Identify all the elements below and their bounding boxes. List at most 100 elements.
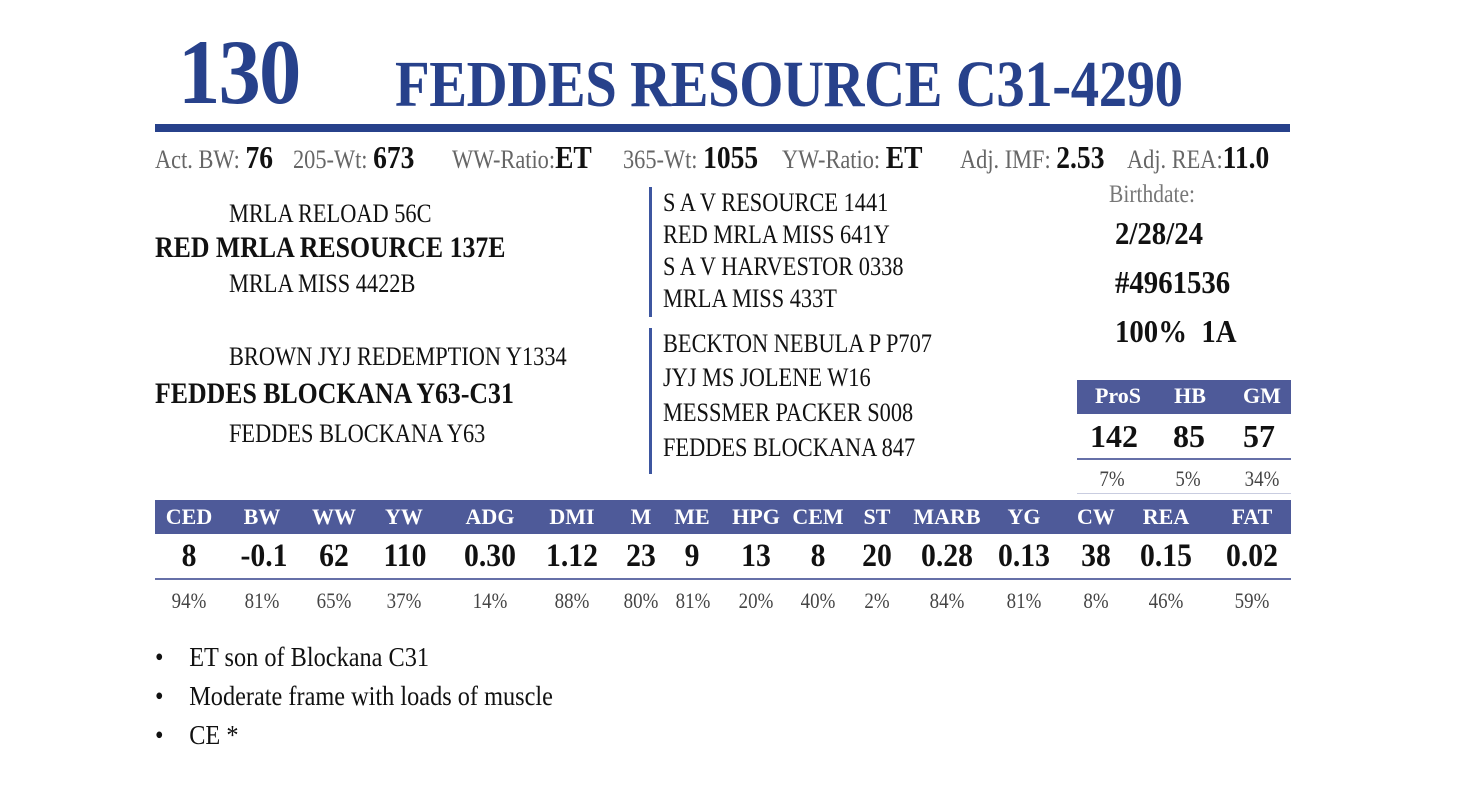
ancestor: S A V RESOURCE 1441 (663, 188, 889, 217)
stat-label: 365-Wt: (623, 145, 698, 174)
note-text: ET son of Blockana C31 (189, 642, 430, 672)
epd-pct: 65% (316, 588, 352, 613)
epd-pct: 46% (1148, 588, 1184, 613)
stat-label: Act. BW: (155, 145, 240, 174)
sire-bracket-line (649, 187, 652, 317)
stat-value: 11.0 (1222, 139, 1270, 175)
epd-header: ST (863, 504, 891, 529)
epd-values-row: 8 -0.1 62 110 0.30 1.12 23 9 13 8 20 0.2… (155, 536, 1291, 578)
ancestor: MESSMER PACKER S008 (663, 398, 914, 427)
note-item: • CE * (155, 716, 553, 755)
epd-pct: 81% (675, 588, 711, 613)
epd-header: FAT (1231, 504, 1273, 529)
dam-sire: BROWN JYJ REDEMPTION Y1334 (229, 342, 567, 371)
index-pct-pros: 7% (1099, 466, 1125, 491)
note-item: • Moderate frame with loads of muscle (155, 677, 553, 716)
epd-divider (155, 578, 1291, 580)
stat-value: ET (885, 139, 923, 175)
epd-pct: 81% (244, 588, 280, 613)
stat-label: WW-Ratio: (452, 145, 556, 174)
stat-act-bw: Act. BW: 76 (155, 140, 273, 177)
epd-header: MARB (913, 504, 981, 529)
notes-list: • ET son of Blockana C31 • Moderate frame … (155, 638, 597, 755)
epd-value: -0.1 (240, 538, 288, 574)
epd-header: YW (385, 504, 423, 529)
index-bottom-rule (1077, 493, 1291, 494)
ancestor: S A V HARVESTOR 0338 (663, 252, 904, 281)
epd-value: 38 (1081, 538, 1111, 574)
epd-pct: 94% (171, 588, 207, 613)
index-divider (1077, 458, 1291, 460)
epd-value: 0.15 (1140, 538, 1192, 574)
epd-value: 62 (319, 538, 349, 574)
epd-header: M (630, 504, 652, 529)
ancestor: MRLA MISS 433T (663, 284, 837, 313)
epd-pct: 88% (554, 588, 590, 613)
stat-value: 673 (373, 139, 415, 175)
stat-value: 76 (245, 139, 273, 175)
epd-value: 20 (862, 538, 892, 574)
title-divider (155, 124, 1290, 132)
epd-pct: 59% (1234, 588, 1270, 613)
index-header-pros: ProS (1094, 383, 1142, 408)
stat-value: ET (555, 139, 592, 175)
epd-header: CEM (792, 504, 844, 529)
stat-adj-rea: Adj. REA:11.0 (1127, 140, 1269, 177)
bullet-icon: • (155, 642, 164, 672)
stat-label: Adj. REA: (1127, 145, 1223, 174)
note-text: CE * (189, 720, 239, 750)
epd-pct: 37% (386, 588, 422, 613)
stat-label: Adj. IMF: (960, 145, 1051, 174)
index-percentiles-row: 7% 5% 34% (1077, 462, 1291, 492)
epd-header: BW (243, 504, 281, 529)
stat-yw-ratio: YW-Ratio: ET (782, 140, 922, 177)
epd-table-header: CED BW WW YW ADG DMI M ME HPG CEM ST MAR… (155, 500, 1291, 534)
animal-name: FEDDES RESOURCE C31-4290 (395, 48, 1183, 121)
epd-header: CED (165, 504, 213, 529)
birthdate-label: Birthdate: (1109, 181, 1195, 208)
epd-pct: 80% (623, 588, 659, 613)
epd-header: CW (1077, 504, 1115, 529)
ancestor: JYJ MS JOLENE W16 (663, 363, 871, 392)
index-table-header: ProS HB GM (1077, 380, 1291, 414)
epd-value: 8 (810, 538, 826, 574)
index-value-gm: 57 (1243, 418, 1275, 454)
epd-value: 13 (741, 538, 771, 574)
epd-percentiles-row: 94% 81% 65% 37% 14% 88% 80% 81% 20% 40% … (155, 586, 1291, 616)
index-value-hb: 85 (1173, 418, 1205, 454)
epd-header: ME (674, 504, 710, 529)
note-text: Moderate frame with loads of muscle (189, 681, 553, 711)
epd-header: HPG (732, 504, 780, 529)
epd-value: 8 (181, 538, 197, 574)
epd-value: 0.02 (1226, 538, 1278, 574)
registration-number: #4961536 (1115, 264, 1231, 300)
birthdate: 2/28/24 (1115, 215, 1204, 251)
stat-adj-imf: Adj. IMF: 2.53 (960, 140, 1104, 177)
epd-value: 0.28 (921, 538, 973, 574)
epd-pct: 2% (864, 588, 890, 613)
index-pct-hb: 5% (1175, 466, 1201, 491)
epd-header: WW (312, 504, 356, 529)
stat-value: 2.53 (1056, 139, 1105, 175)
epd-header: YG (1007, 504, 1041, 529)
ancestor: FEDDES BLOCKANA 847 (663, 433, 916, 462)
bullet-icon: • (155, 720, 164, 750)
epd-value: 0.30 (464, 538, 516, 574)
epd-value: 1.12 (546, 538, 598, 574)
stat-365-wt: 365-Wt: 1055 (623, 140, 758, 177)
index-value-pros: 142 (1090, 418, 1138, 454)
ancestor: BECKTON NEBULA P P707 (663, 329, 932, 358)
epd-pct: 81% (1006, 588, 1042, 613)
bullet-icon: • (155, 681, 164, 711)
index-header-hb: HB (1174, 383, 1206, 408)
epd-value: 9 (684, 538, 700, 574)
index-header-gm: GM (1243, 383, 1281, 408)
epd-value: 23 (626, 538, 656, 574)
epd-pct: 20% (738, 588, 774, 613)
epd-pct: 8% (1083, 588, 1109, 613)
dam-dam: FEDDES BLOCKANA Y63 (229, 419, 486, 448)
breed-percent: 100% 1A (1115, 313, 1237, 349)
index-values-row: 142 85 57 (1077, 416, 1291, 458)
stat-label: YW-Ratio: (782, 145, 881, 174)
epd-pct: 40% (800, 588, 836, 613)
